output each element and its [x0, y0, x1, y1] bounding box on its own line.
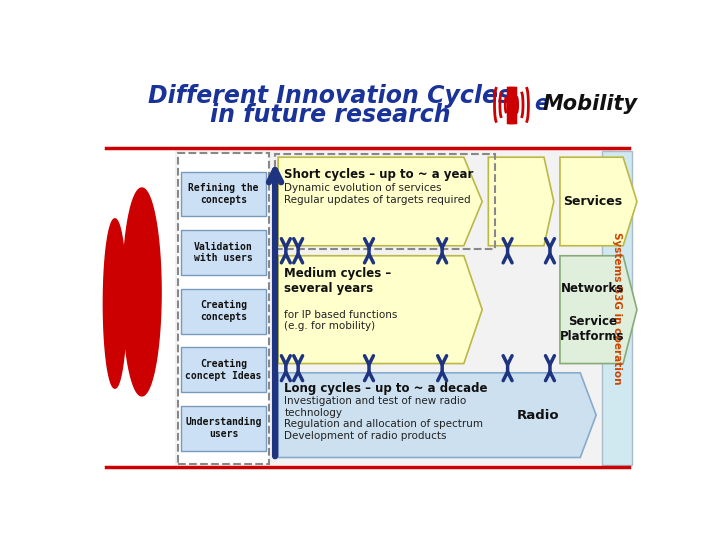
Text: Radio: Radio	[517, 409, 559, 422]
Polygon shape	[560, 157, 637, 246]
FancyBboxPatch shape	[181, 172, 266, 217]
FancyBboxPatch shape	[181, 231, 266, 275]
Text: Dynamic evolution of services
Regular updates of targets required: Dynamic evolution of services Regular up…	[284, 184, 471, 205]
Text: Refining the
concepts: Refining the concepts	[188, 184, 258, 205]
Text: Short cycles – up to ~ a year: Short cycles – up to ~ a year	[284, 168, 474, 181]
Text: for IP based functions
(e.g. for mobility): for IP based functions (e.g. for mobilit…	[284, 309, 397, 331]
Polygon shape	[278, 373, 596, 457]
Text: Systems B3G in operation: Systems B3G in operation	[612, 232, 622, 384]
Text: Networks: Networks	[561, 281, 624, 295]
Text: in future research: in future research	[210, 103, 451, 127]
Polygon shape	[278, 157, 482, 246]
Polygon shape	[104, 219, 127, 388]
Text: Different Innovation Cycles: Different Innovation Cycles	[148, 84, 513, 108]
Text: Medium cycles –
several years: Medium cycles – several years	[284, 267, 392, 294]
Text: Understanding
users: Understanding users	[185, 417, 261, 439]
FancyBboxPatch shape	[175, 150, 614, 465]
FancyBboxPatch shape	[601, 151, 632, 465]
FancyBboxPatch shape	[181, 289, 266, 334]
FancyBboxPatch shape	[181, 406, 266, 450]
Polygon shape	[488, 157, 554, 246]
Text: Investigation and test of new radio
technology
Regulation and allocation of spec: Investigation and test of new radio tech…	[284, 396, 483, 441]
Polygon shape	[560, 256, 637, 363]
Polygon shape	[122, 188, 161, 396]
Text: Creating
concept Ideas: Creating concept Ideas	[185, 359, 261, 381]
Text: Mobility: Mobility	[542, 94, 637, 114]
Text: Creating
concepts: Creating concepts	[200, 300, 247, 322]
Polygon shape	[278, 256, 482, 363]
FancyBboxPatch shape	[181, 347, 266, 392]
Text: Services: Services	[563, 195, 622, 208]
FancyBboxPatch shape	[178, 153, 269, 464]
Text: Service
Platforms: Service Platforms	[560, 315, 624, 343]
Text: Long cycles – up to ~ a decade: Long cycles – up to ~ a decade	[284, 382, 488, 395]
Text: e: e	[534, 94, 549, 114]
Text: Validation
with users: Validation with users	[194, 242, 253, 264]
